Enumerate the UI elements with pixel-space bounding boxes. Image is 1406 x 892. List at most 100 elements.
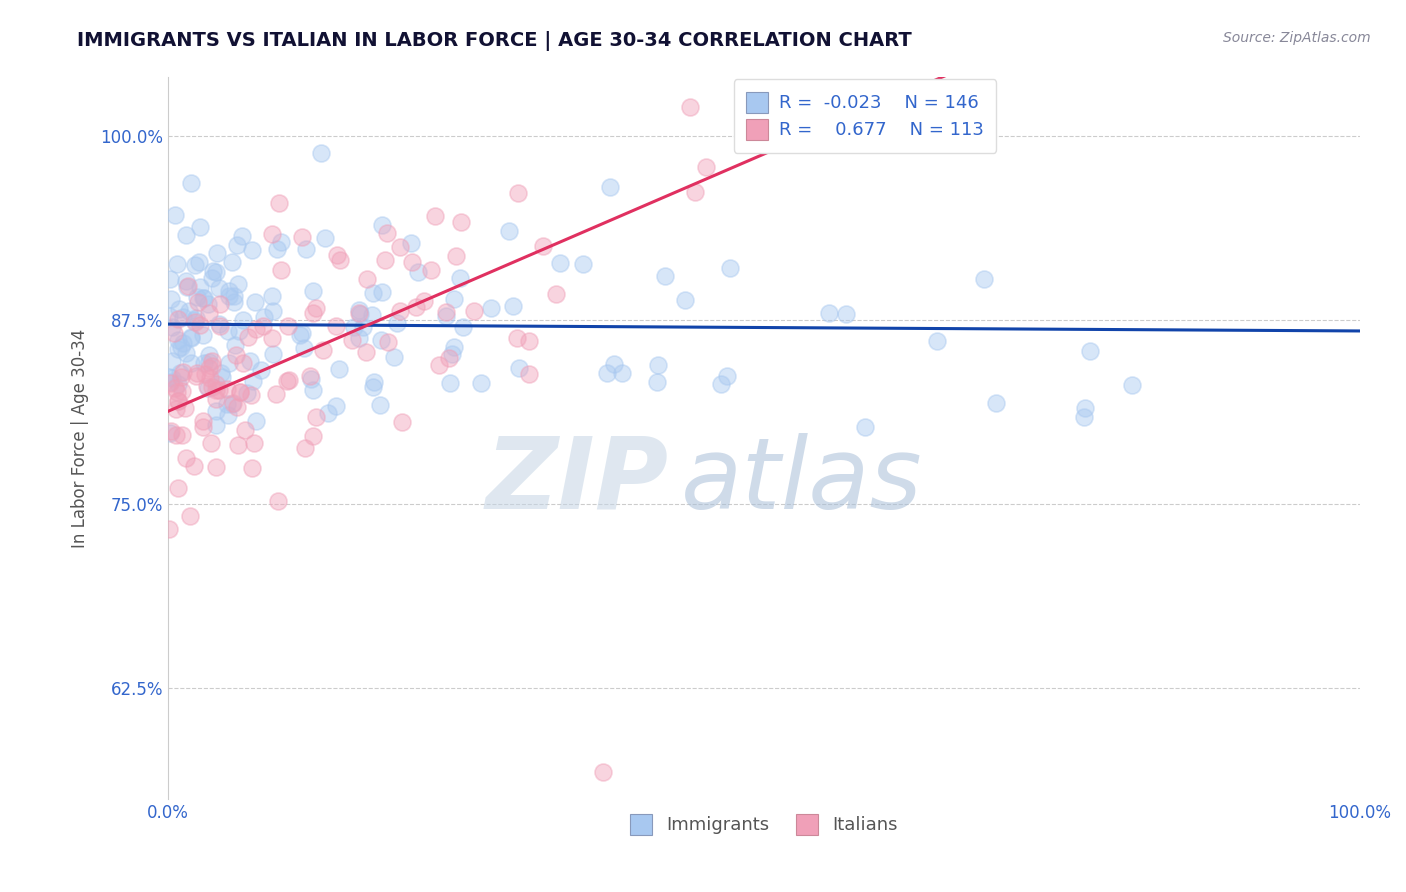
Point (226, 438, 249, 452)
Point (188, 318, 211, 332)
Point (233, 423, 256, 437)
Point (299, 368, 322, 383)
Point (647, 358, 669, 372)
Point (236, 330, 259, 344)
Point (157, 310, 180, 324)
Point (384, 350, 406, 364)
Point (356, 272, 378, 286)
Point (328, 361, 350, 376)
Point (176, 280, 198, 294)
Point (165, 401, 187, 416)
Point (201, 354, 224, 368)
Text: IMMIGRANTS VS ITALIAN IN LABOR FORCE | AGE 30-34 CORRELATION CHART: IMMIGRANTS VS ITALIAN IN LABOR FORCE | A… (77, 31, 912, 51)
Point (245, 322, 267, 336)
Point (173, 401, 195, 415)
Point (277, 319, 299, 334)
Point (193, 420, 215, 434)
Point (370, 333, 392, 347)
Point (405, 300, 427, 314)
Point (673, 293, 696, 308)
Point (388, 240, 411, 254)
Point (170, 369, 193, 384)
Point (347, 331, 370, 345)
Point (166, 384, 188, 399)
Point (305, 410, 328, 425)
Point (399, 235, 422, 250)
Point (311, 343, 333, 358)
Point (425, 209, 447, 223)
Point (572, 257, 595, 271)
Point (302, 306, 325, 320)
Point (363, 375, 385, 389)
Point (221, 397, 243, 411)
Point (229, 384, 252, 399)
Point (785, 100, 807, 114)
Point (548, 256, 571, 270)
Point (1074, 401, 1097, 415)
Point (498, 224, 520, 238)
Point (508, 361, 530, 376)
Point (361, 286, 384, 301)
Point (198, 371, 221, 385)
Point (165, 428, 187, 442)
Point (187, 295, 209, 310)
Point (249, 363, 271, 377)
Point (167, 394, 190, 409)
Point (201, 271, 224, 285)
Point (211, 369, 233, 384)
Point (818, 306, 841, 320)
Point (188, 280, 211, 294)
Point (354, 345, 377, 359)
Point (200, 436, 222, 450)
Point (716, 369, 738, 384)
Point (544, 286, 567, 301)
Point (221, 255, 243, 269)
Point (193, 291, 215, 305)
Point (349, 307, 371, 321)
Point (347, 306, 370, 320)
Point (222, 295, 245, 310)
Point (177, 279, 200, 293)
Point (451, 319, 474, 334)
Point (325, 318, 347, 333)
Point (174, 346, 197, 360)
Point (449, 271, 471, 285)
Point (174, 274, 197, 288)
Point (927, 334, 949, 348)
Point (419, 263, 441, 277)
Point (260, 331, 283, 345)
Point (204, 417, 226, 432)
Point (531, 238, 554, 252)
Point (183, 258, 205, 272)
Point (291, 326, 314, 341)
Point (167, 481, 190, 495)
Point (517, 368, 540, 382)
Point (679, 100, 702, 114)
Point (440, 347, 463, 361)
Point (368, 399, 391, 413)
Point (180, 176, 202, 190)
Point (180, 356, 202, 370)
Text: ZIP: ZIP (485, 433, 669, 530)
Point (191, 291, 214, 305)
Point (170, 340, 193, 354)
Point (157, 370, 180, 384)
Point (197, 381, 219, 395)
Point (710, 376, 733, 391)
Point (167, 377, 190, 392)
Point (408, 265, 430, 279)
Point (479, 301, 502, 315)
Point (610, 366, 633, 380)
Text: Source: ZipAtlas.com: Source: ZipAtlas.com (1223, 31, 1371, 45)
Point (592, 765, 614, 780)
Point (225, 238, 247, 252)
Point (198, 361, 221, 376)
Point (159, 376, 181, 390)
Point (769, 134, 792, 148)
Point (184, 316, 207, 330)
Point (180, 331, 202, 345)
Point (973, 272, 995, 286)
Point (434, 304, 457, 318)
Point (201, 380, 224, 394)
Point (172, 310, 194, 325)
